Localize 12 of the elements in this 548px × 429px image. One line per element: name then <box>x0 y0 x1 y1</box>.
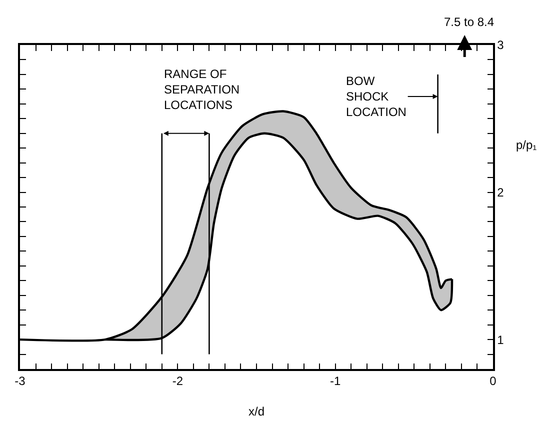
y-axis-title: p/p₁ <box>516 138 537 152</box>
annotation: RANGE OF SEPARATION LOCATIONS <box>164 67 240 112</box>
x-tick-label: -1 <box>330 374 341 388</box>
y-tick-label: 3 <box>497 38 504 52</box>
y-tick-label: 1 <box>497 332 504 347</box>
x-tick-label: -2 <box>172 374 184 388</box>
x-axis-title: x/d <box>248 404 265 419</box>
x-tick-label: 0 <box>490 374 497 388</box>
x-tick-label: -3 <box>14 374 26 388</box>
y-tick-label: 2 <box>497 185 504 200</box>
text: 7.5 to 8.4 <box>444 15 494 29</box>
ref-line-label: BOW SHOCK LOCATION <box>346 74 406 120</box>
